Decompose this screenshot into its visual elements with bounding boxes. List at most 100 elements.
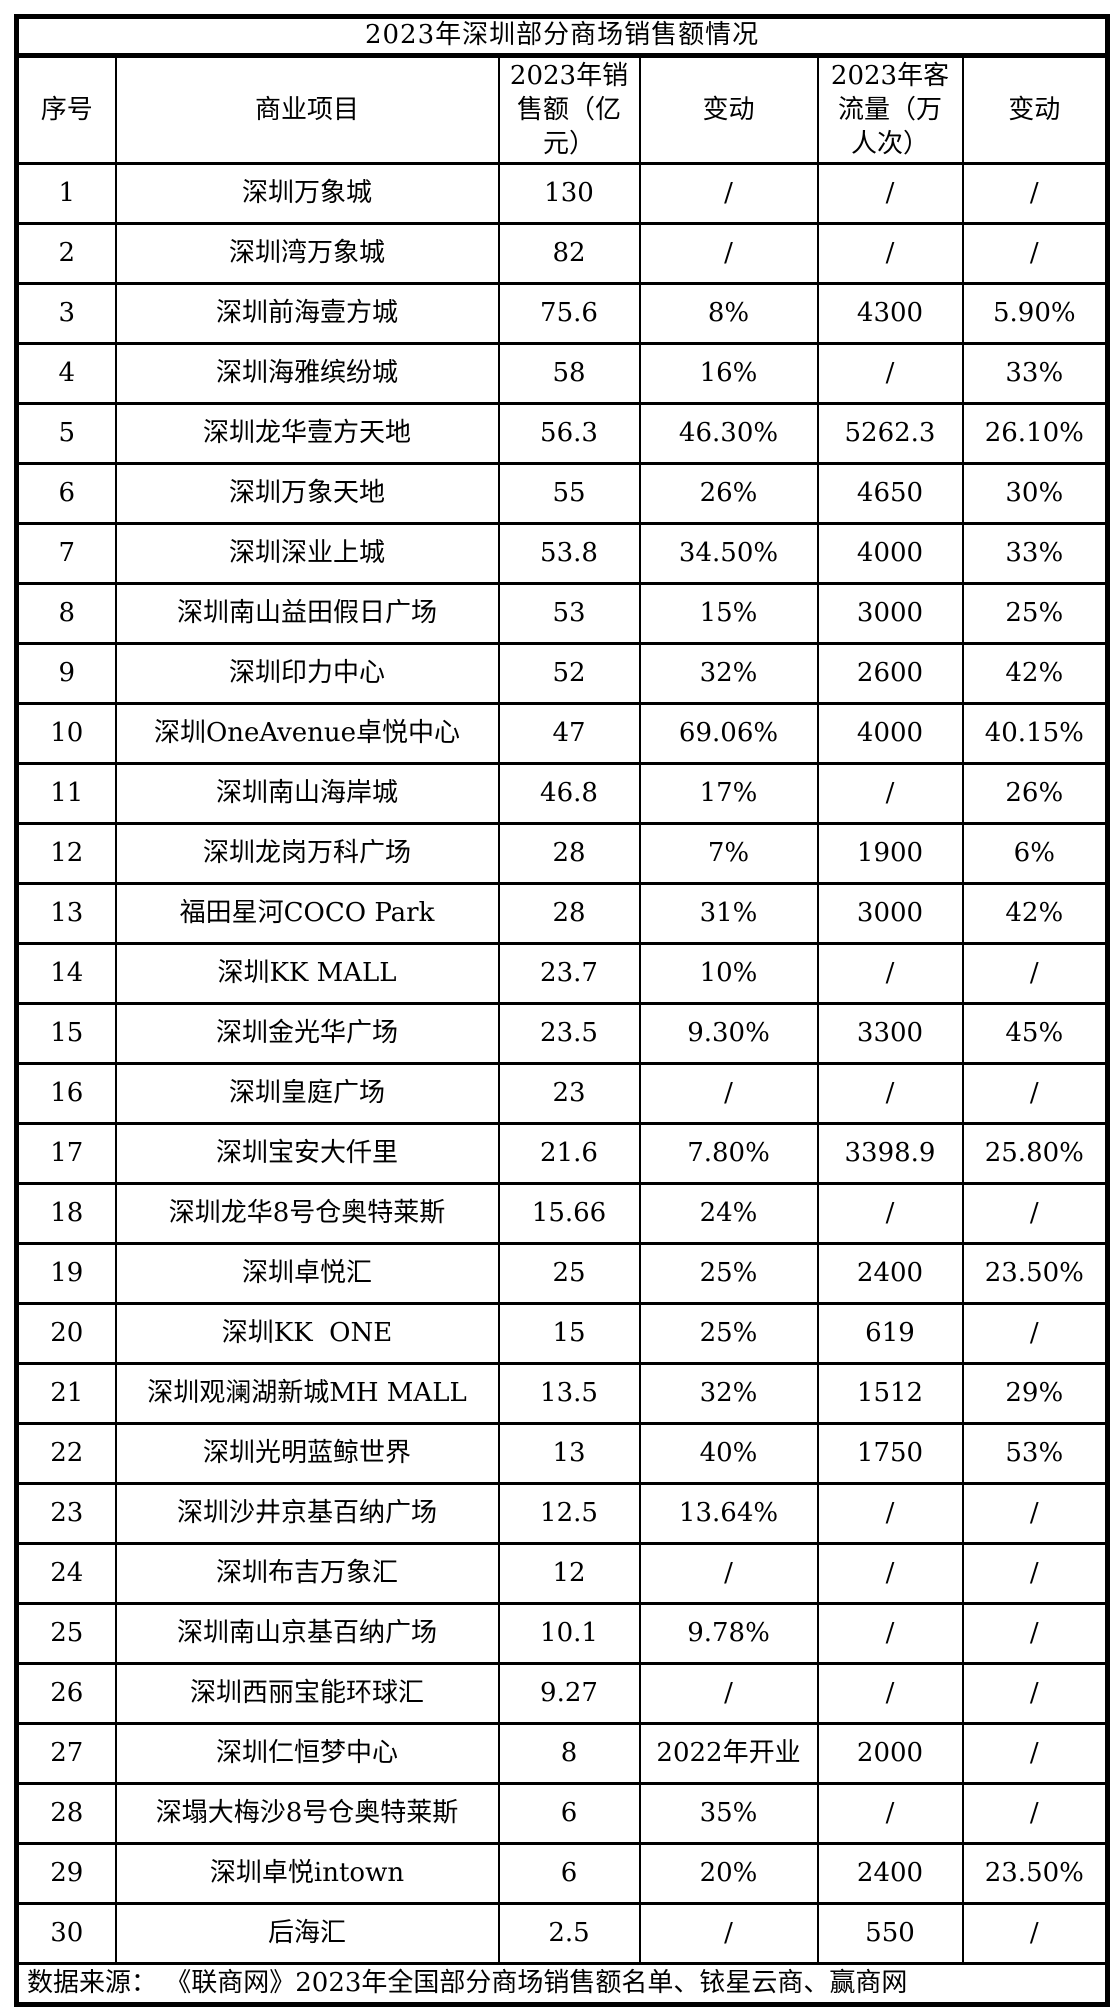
- sales-cell: 13: [497, 1422, 641, 1485]
- sales-cell: 8: [497, 1722, 641, 1785]
- sales-change-cell: 26%: [638, 462, 819, 525]
- sales-change-cell: 15%: [638, 582, 819, 645]
- sales-cell: 23.5: [497, 1002, 641, 1065]
- project-cell: 深圳沙井京基百纳广场: [114, 1482, 500, 1545]
- sales-change-cell: 34.50%: [638, 522, 819, 585]
- project-cell: 深圳KK MALL: [114, 942, 500, 1005]
- rank-cell: 10: [15, 702, 117, 765]
- project-cell: 深圳南山京基百纳广场: [114, 1602, 500, 1665]
- rank-cell: 4: [15, 342, 117, 405]
- table-title-row: 2023年深圳部分商场销售额情况: [15, 15, 1109, 58]
- sales-change-cell: /: [638, 1062, 819, 1125]
- traffic-change-cell: 53%: [961, 1422, 1109, 1485]
- traffic-change-cell: 33%: [961, 342, 1109, 405]
- traffic-change-cell: /: [961, 1782, 1109, 1845]
- table-row: 8 深圳南山益田假日广场 53 15% 3000 25%: [15, 582, 1109, 645]
- sales-cell: 9.27: [497, 1662, 641, 1725]
- traffic-change-cell: /: [961, 1482, 1109, 1545]
- project-cell: 深圳龙华8号仓奥特莱斯: [114, 1182, 500, 1245]
- rank-cell: 6: [15, 462, 117, 525]
- table-row: 30 后海汇 2.5 / 550 /: [15, 1902, 1109, 1965]
- sales-cell: 12: [497, 1542, 641, 1605]
- table-row: 29 深圳卓悦intown 6 20% 2400 23.50%: [15, 1842, 1109, 1905]
- rank-cell: 25: [15, 1602, 117, 1665]
- table-row: 19 深圳卓悦汇 25 25% 2400 23.50%: [15, 1242, 1109, 1305]
- table-row: 26 深圳西丽宝能环球汇 9.27 / / /: [15, 1662, 1109, 1725]
- source-row: 数据来源： 《联商网》2023年全国部分商场销售额名单、铱星云商、赢商网: [15, 1962, 1109, 2006]
- sales-change-cell: 9.78%: [638, 1602, 819, 1665]
- rank-cell: 7: [15, 522, 117, 585]
- traffic-cell: 2400: [816, 1842, 964, 1905]
- table-row: 21 深圳观澜湖新城MH MALL 13.5 32% 1512 29%: [15, 1362, 1109, 1425]
- table-title: 2023年深圳部分商场销售额情况: [15, 15, 1109, 58]
- project-cell: 深圳龙岗万科广场: [114, 822, 500, 885]
- project-cell: 深圳海雅缤纷城: [114, 342, 500, 405]
- project-cell: 深圳卓悦汇: [114, 1242, 500, 1305]
- project-cell: 深圳观澜湖新城MH MALL: [114, 1362, 500, 1425]
- traffic-cell: /: [816, 1062, 964, 1125]
- project-cell: 深圳卓悦intown: [114, 1842, 500, 1905]
- table-row: 20 深圳KK ONE 15 25% 619 /: [15, 1302, 1109, 1365]
- project-cell: 深塌大梅沙8号仓奥特莱斯: [114, 1782, 500, 1845]
- sales-cell: 28: [497, 822, 641, 885]
- sales-change-cell: 10%: [638, 942, 819, 1005]
- rank-cell: 23: [15, 1482, 117, 1545]
- rank-cell: 18: [15, 1182, 117, 1245]
- traffic-cell: /: [816, 1782, 964, 1845]
- rank-cell: 14: [15, 942, 117, 1005]
- project-cell: 深圳前海壹方城: [114, 282, 500, 345]
- traffic-change-cell: 23.50%: [961, 1242, 1109, 1305]
- traffic-change-cell: 29%: [961, 1362, 1109, 1425]
- traffic-cell: /: [816, 1182, 964, 1245]
- traffic-cell: 1512: [816, 1362, 964, 1425]
- table-row: 17 深圳宝安大仟里 21.6 7.80% 3398.9 25.80%: [15, 1122, 1109, 1185]
- traffic-cell: 619: [816, 1302, 964, 1365]
- sales-change-cell: 35%: [638, 1782, 819, 1845]
- project-cell: 深圳宝安大仟里: [114, 1122, 500, 1185]
- traffic-cell: 4000: [816, 522, 964, 585]
- sales-cell: 46.8: [497, 762, 641, 825]
- traffic-cell: 2600: [816, 642, 964, 705]
- sales-cell: 52: [497, 642, 641, 705]
- sales-change-cell: 25%: [638, 1302, 819, 1365]
- traffic-cell: 2400: [816, 1242, 964, 1305]
- project-cell: 深圳深业上城: [114, 522, 500, 585]
- table-row: 14 深圳KK MALL 23.7 10% / /: [15, 942, 1109, 1005]
- sales-change-cell: 8%: [638, 282, 819, 345]
- traffic-cell: /: [816, 1542, 964, 1605]
- sales-cell: 13.5: [497, 1362, 641, 1425]
- col-header-traffic-change: 变动: [961, 54, 1109, 165]
- table-row: 15 深圳金光华广场 23.5 9.30% 3300 45%: [15, 1002, 1109, 1065]
- rank-cell: 9: [15, 642, 117, 705]
- traffic-change-cell: 5.90%: [961, 282, 1109, 345]
- project-cell: 深圳南山海岸城: [114, 762, 500, 825]
- project-cell: 深圳KK ONE: [114, 1302, 500, 1365]
- sales-change-cell: 20%: [638, 1842, 819, 1905]
- traffic-cell: 1750: [816, 1422, 964, 1485]
- sales-cell: 58: [497, 342, 641, 405]
- traffic-cell: 5262.3: [816, 402, 964, 465]
- sales-change-cell: 17%: [638, 762, 819, 825]
- table-row: 5 深圳龙华壹方天地 56.3 46.30% 5262.3 26.10%: [15, 402, 1109, 465]
- traffic-cell: 550: [816, 1902, 964, 1965]
- table-row: 7 深圳深业上城 53.8 34.50% 4000 33%: [15, 522, 1109, 585]
- project-cell: 后海汇: [114, 1902, 500, 1965]
- traffic-change-cell: /: [961, 1302, 1109, 1365]
- table-row: 16 深圳皇庭广场 23 / / /: [15, 1062, 1109, 1125]
- traffic-cell: 4650: [816, 462, 964, 525]
- project-cell: 深圳金光华广场: [114, 1002, 500, 1065]
- project-cell: 深圳万象城: [114, 162, 500, 225]
- traffic-change-cell: 25%: [961, 582, 1109, 645]
- traffic-change-cell: /: [961, 162, 1109, 225]
- project-cell: 深圳龙华壹方天地: [114, 402, 500, 465]
- traffic-cell: 4000: [816, 702, 964, 765]
- sales-change-cell: 13.64%: [638, 1482, 819, 1545]
- rank-cell: 26: [15, 1662, 117, 1725]
- traffic-change-cell: /: [961, 1062, 1109, 1125]
- sales-change-cell: 69.06%: [638, 702, 819, 765]
- sales-change-cell: 9.30%: [638, 1002, 819, 1065]
- traffic-change-cell: /: [961, 1902, 1109, 1965]
- project-cell: 福田星河COCO Park: [114, 882, 500, 945]
- sales-change-cell: 32%: [638, 642, 819, 705]
- sales-change-cell: 46.30%: [638, 402, 819, 465]
